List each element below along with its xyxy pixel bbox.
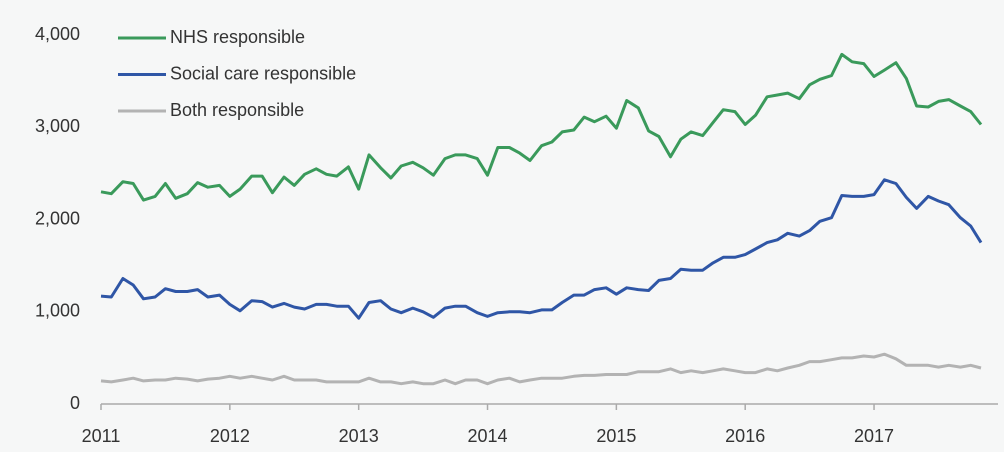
x-tick-label: 2013 <box>339 426 379 446</box>
series-line <box>100 52 983 202</box>
series-line <box>100 178 983 320</box>
x-tick-label: 2012 <box>210 426 250 446</box>
legend-label: Social care responsible <box>170 63 356 83</box>
x-tick-label: 2016 <box>725 426 765 446</box>
x-tick-label: 2011 <box>82 426 121 446</box>
y-tick-label: 0 <box>70 393 80 413</box>
y-tick-label: 4,000 <box>35 24 80 44</box>
series-line <box>100 352 982 386</box>
y-tick-label: 3,000 <box>35 116 80 136</box>
x-tick-label: 2015 <box>596 426 636 446</box>
legend-label: NHS responsible <box>170 27 305 47</box>
y-tick-label: 1,000 <box>35 301 80 321</box>
legend-label: Both responsible <box>170 100 304 120</box>
x-tick-label: 2014 <box>467 426 507 446</box>
y-tick-label: 2,000 <box>35 208 80 228</box>
x-tick-label: 2017 <box>854 426 894 446</box>
